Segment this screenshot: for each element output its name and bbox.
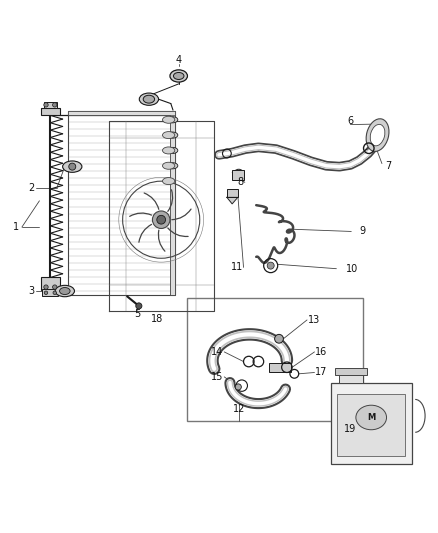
Text: 6: 6 bbox=[347, 116, 353, 126]
Ellipse shape bbox=[167, 117, 178, 123]
Ellipse shape bbox=[370, 124, 385, 146]
Text: 2: 2 bbox=[28, 183, 35, 192]
Text: 15: 15 bbox=[211, 372, 223, 382]
Text: 1: 1 bbox=[13, 222, 19, 232]
Circle shape bbox=[157, 215, 166, 224]
Bar bbox=[335, 368, 367, 375]
Ellipse shape bbox=[162, 116, 175, 123]
Text: 14: 14 bbox=[211, 347, 223, 357]
Text: M: M bbox=[367, 413, 375, 422]
Circle shape bbox=[53, 285, 57, 289]
Bar bbox=[337, 394, 405, 456]
Bar bbox=[44, 102, 57, 108]
Ellipse shape bbox=[60, 287, 70, 295]
Circle shape bbox=[275, 334, 283, 343]
Ellipse shape bbox=[356, 405, 387, 430]
Ellipse shape bbox=[63, 161, 82, 172]
Bar bbox=[187, 298, 363, 421]
Circle shape bbox=[235, 384, 241, 390]
Bar bbox=[68, 111, 175, 115]
Circle shape bbox=[44, 291, 48, 295]
Ellipse shape bbox=[162, 132, 175, 139]
Bar bbox=[232, 170, 244, 180]
Text: 13: 13 bbox=[308, 315, 320, 325]
Text: 8: 8 bbox=[238, 177, 244, 188]
Text: 9: 9 bbox=[359, 227, 365, 237]
Circle shape bbox=[152, 211, 170, 229]
Circle shape bbox=[53, 103, 57, 107]
Circle shape bbox=[267, 262, 274, 269]
Bar bbox=[170, 111, 175, 295]
Ellipse shape bbox=[173, 72, 184, 79]
Text: 5: 5 bbox=[134, 309, 140, 319]
Ellipse shape bbox=[162, 162, 175, 169]
Bar bbox=[41, 278, 60, 290]
Text: 17: 17 bbox=[315, 367, 328, 377]
Bar bbox=[269, 363, 291, 372]
Bar bbox=[42, 289, 58, 296]
Bar bbox=[339, 375, 363, 383]
Text: 3: 3 bbox=[28, 286, 35, 296]
Bar bbox=[227, 189, 238, 197]
Text: 19: 19 bbox=[344, 424, 356, 434]
Ellipse shape bbox=[55, 285, 74, 297]
Text: 16: 16 bbox=[315, 347, 328, 357]
Ellipse shape bbox=[366, 119, 389, 151]
Ellipse shape bbox=[143, 95, 155, 103]
Polygon shape bbox=[227, 197, 238, 204]
Text: 4: 4 bbox=[176, 55, 182, 65]
Ellipse shape bbox=[167, 147, 178, 154]
Ellipse shape bbox=[170, 70, 187, 82]
Bar bbox=[41, 108, 60, 115]
Circle shape bbox=[53, 291, 57, 295]
Text: 10: 10 bbox=[346, 264, 358, 273]
Circle shape bbox=[44, 103, 48, 107]
Text: 7: 7 bbox=[385, 161, 392, 171]
Ellipse shape bbox=[167, 163, 178, 169]
Ellipse shape bbox=[162, 147, 175, 154]
Ellipse shape bbox=[162, 177, 175, 184]
Text: 18: 18 bbox=[151, 314, 163, 324]
Text: 11: 11 bbox=[231, 262, 243, 272]
Circle shape bbox=[136, 303, 142, 309]
Ellipse shape bbox=[139, 93, 159, 106]
Text: 12: 12 bbox=[233, 404, 245, 414]
Bar bbox=[68, 111, 175, 295]
Circle shape bbox=[69, 163, 76, 170]
Circle shape bbox=[44, 285, 48, 289]
Ellipse shape bbox=[167, 132, 178, 138]
Bar bbox=[331, 383, 412, 464]
